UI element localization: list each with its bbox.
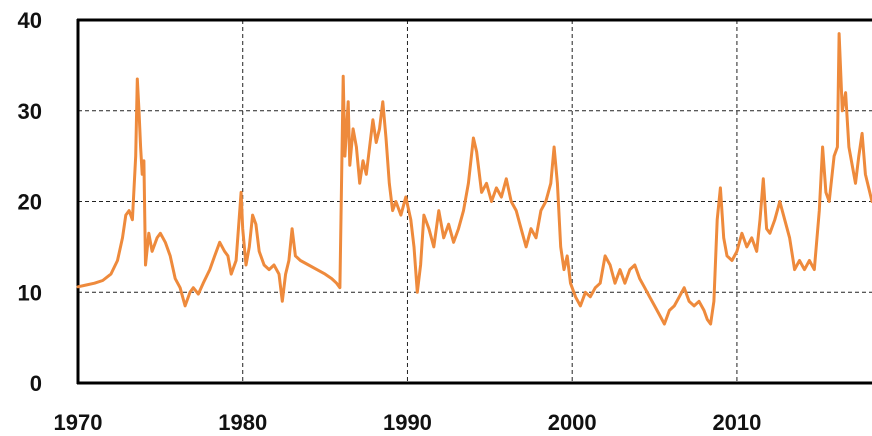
x-tick-label: 2010 bbox=[712, 410, 761, 435]
x-tick-labels: 1970 1980 1990 2000 2010 bbox=[54, 410, 762, 435]
y-tick-label: 0 bbox=[30, 371, 42, 396]
y-tick-label: 40 bbox=[18, 8, 42, 33]
x-tick-label: 1980 bbox=[218, 410, 267, 435]
y-tick-label: 20 bbox=[18, 190, 42, 215]
x-tick-label: 1990 bbox=[383, 410, 432, 435]
series-line-0 bbox=[76, 32, 872, 326]
y-tick-labels: 0 10 20 30 40 bbox=[18, 8, 42, 396]
y-tick-label: 30 bbox=[18, 99, 42, 124]
axes bbox=[76, 18, 872, 385]
series-group bbox=[76, 32, 872, 326]
x-tick-label: 2000 bbox=[548, 410, 597, 435]
grid-lines bbox=[78, 19, 872, 383]
x-tick-label: 1970 bbox=[54, 410, 103, 435]
y-tick-label: 10 bbox=[18, 280, 42, 305]
